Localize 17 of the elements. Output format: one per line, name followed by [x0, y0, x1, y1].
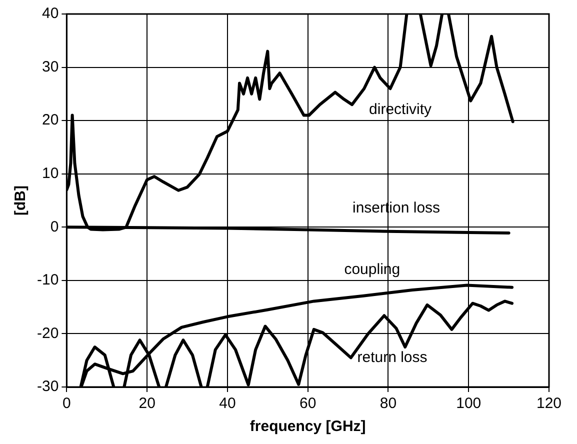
y-tick-label: 30 [42, 58, 59, 76]
x-tick-label: 80 [380, 395, 397, 412]
y-tick-label: 20 [42, 112, 59, 129]
y-tick-label: -30 [36, 378, 59, 396]
x-tick-label: 0 [62, 395, 71, 412]
x-axis-title: frequency [GHz] [250, 418, 366, 436]
x-tick-label: 60 [299, 395, 316, 412]
y-tick-label: 0 [50, 218, 59, 236]
x-tick-label: 40 [219, 395, 236, 412]
y-tick-label: 10 [42, 165, 59, 182]
x-tick-label: 120 [536, 395, 562, 412]
y-tick-label: -10 [36, 272, 59, 289]
y-tick-label: 40 [42, 5, 59, 22]
y-axis-title: [dB] [12, 186, 30, 216]
y-tick-label: -20 [36, 324, 59, 342]
x-tick-label: 20 [138, 395, 156, 412]
x-tick-label: 100 [456, 395, 482, 412]
